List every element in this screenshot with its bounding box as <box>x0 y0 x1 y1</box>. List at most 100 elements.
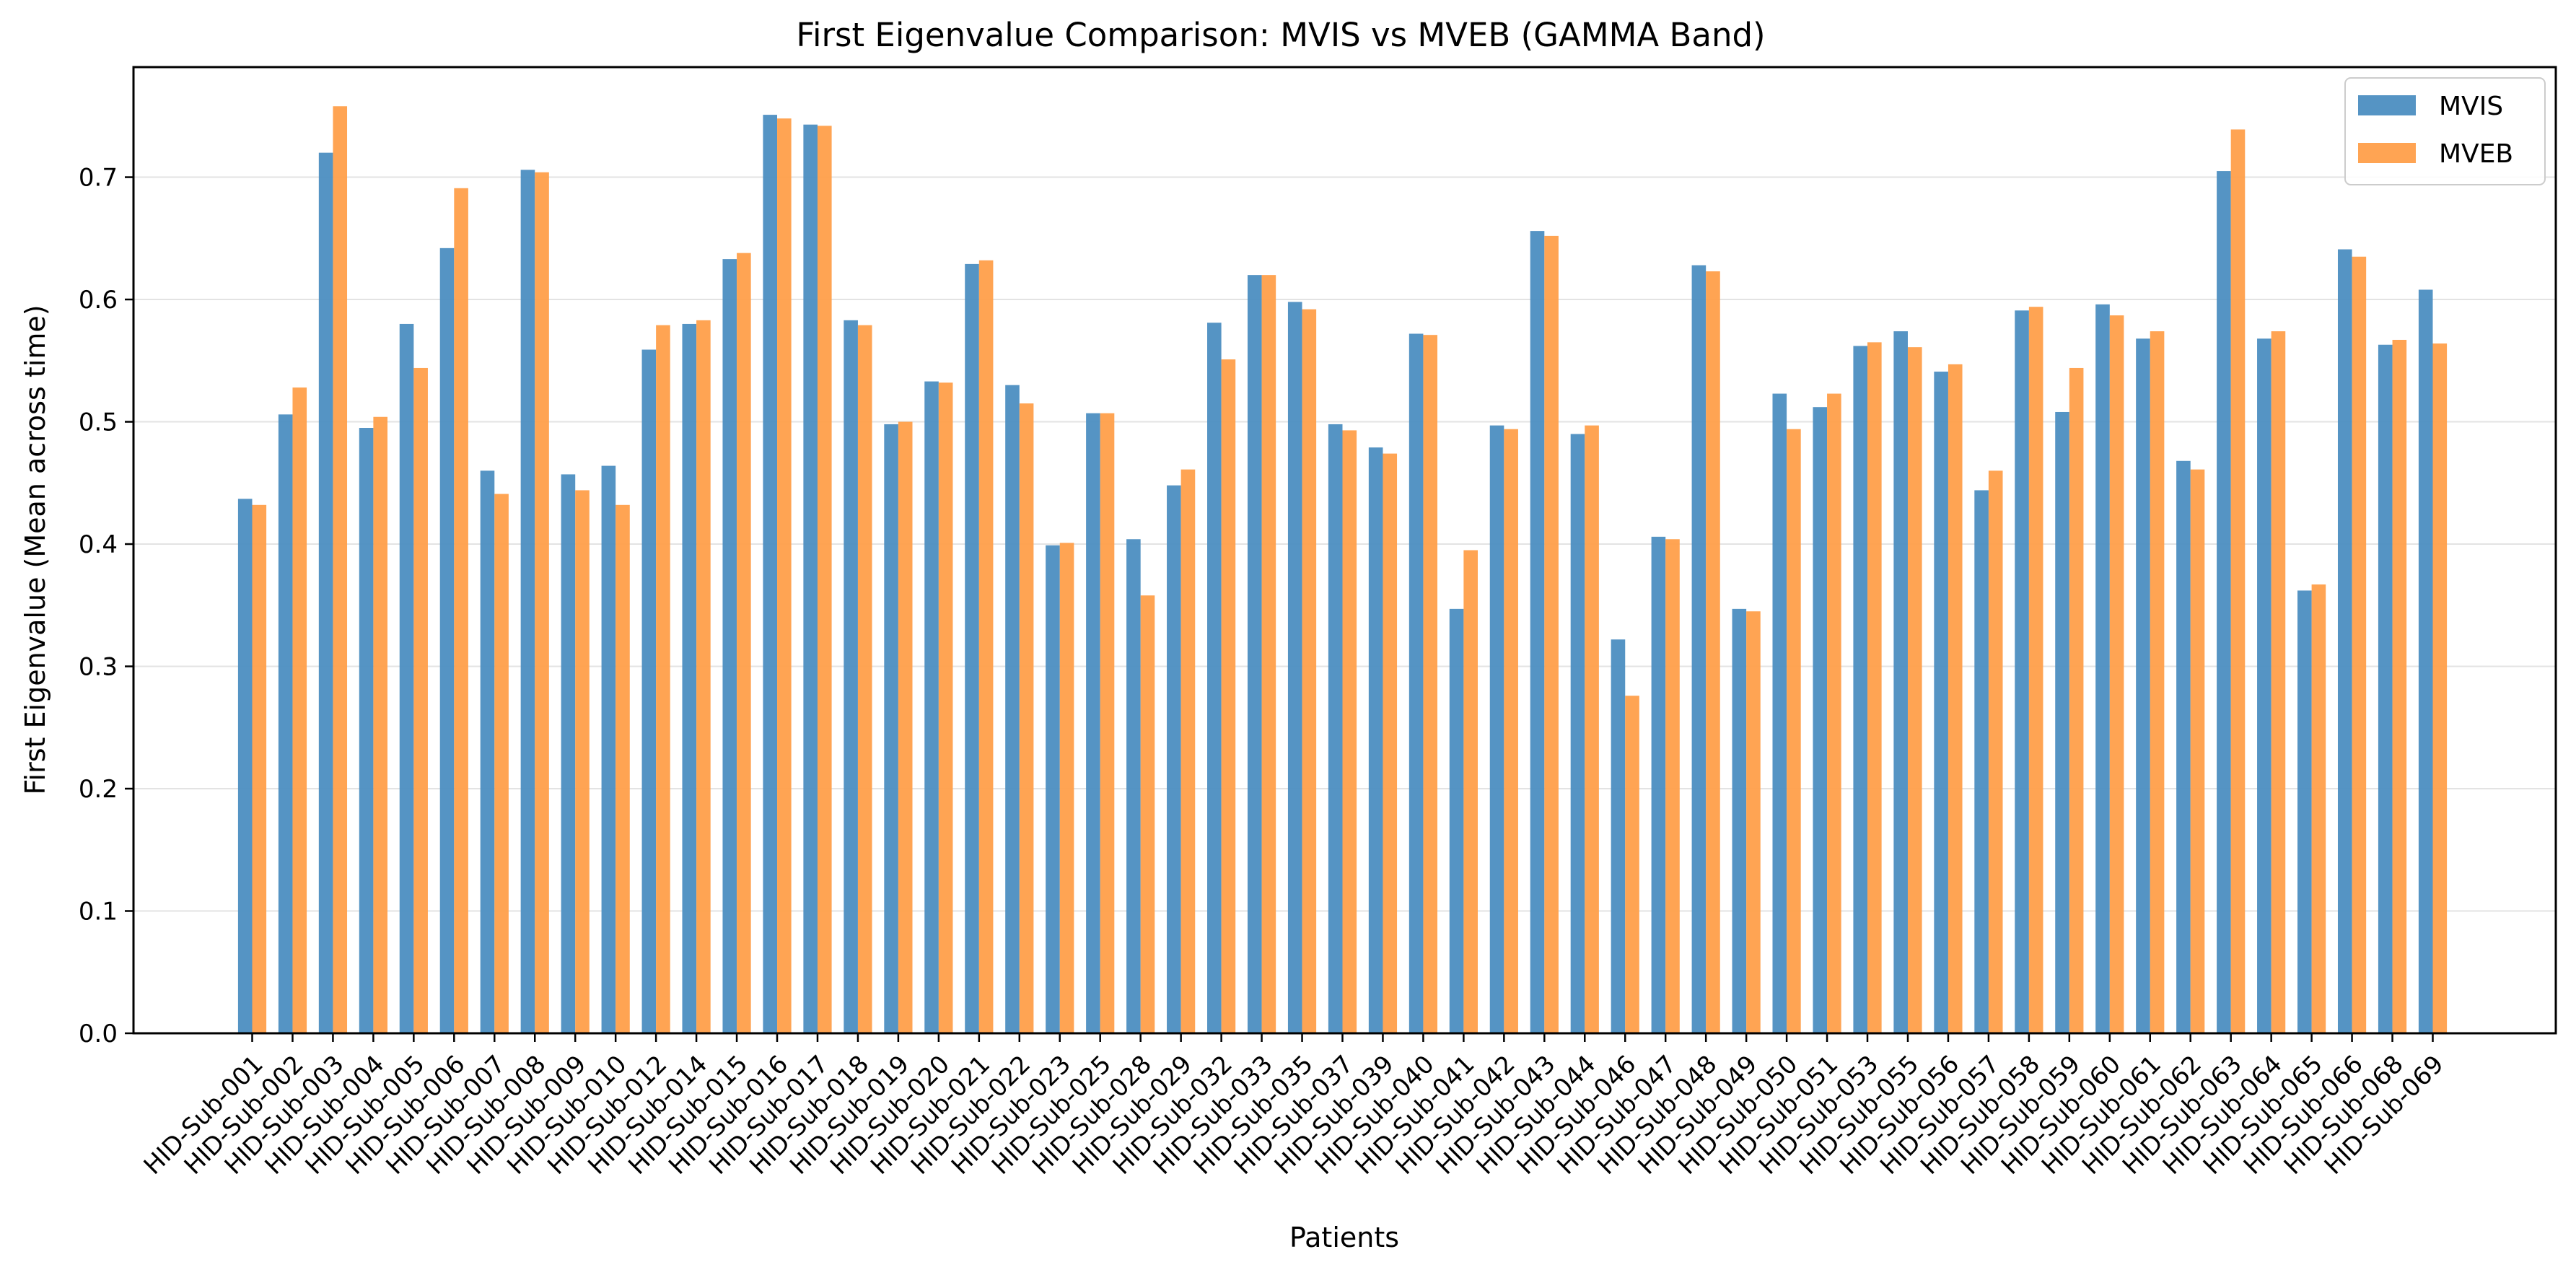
bar-mveb <box>1827 393 1841 1033</box>
y-tick-label: 0.6 <box>79 286 118 315</box>
bar-mveb <box>1221 359 1236 1034</box>
bar-mvis <box>1893 331 1908 1033</box>
bar-mvis <box>2095 304 2110 1033</box>
bar-mveb <box>857 325 872 1033</box>
bar-mveb <box>292 387 307 1033</box>
bar-mvis <box>1368 447 1383 1033</box>
bar-mveb <box>535 172 549 1033</box>
y-tick-label: 0.2 <box>79 775 118 804</box>
chart-title: First Eigenvalue Comparison: MVIS vs MVE… <box>796 16 1765 54</box>
bar-mveb <box>2190 469 2205 1033</box>
bar-mveb <box>1948 364 1963 1033</box>
bar-mvis <box>1570 434 1585 1033</box>
bar-mvis <box>399 323 414 1033</box>
bar-mveb <box>1706 271 1720 1033</box>
bar-mveb <box>817 126 832 1034</box>
legend-swatch-mveb <box>2358 143 2416 163</box>
bar-mvis <box>1207 323 1222 1033</box>
bar-mveb <box>1180 469 1196 1033</box>
legend-swatch-mvis <box>2358 95 2416 115</box>
bar-mvis <box>682 323 697 1033</box>
bar-mvis <box>641 349 657 1033</box>
bar-mveb <box>2069 367 2084 1033</box>
bar-mveb <box>978 260 994 1033</box>
bar-mveb <box>1059 543 1074 1033</box>
bar-mveb <box>1302 309 1317 1034</box>
bar-mveb <box>575 490 590 1033</box>
bar-mvis <box>763 115 778 1034</box>
y-tick-label: 0.4 <box>79 530 118 559</box>
bar-mvis <box>924 381 939 1033</box>
bar-mveb <box>898 421 913 1033</box>
bar-mveb <box>333 106 348 1034</box>
bar-mveb <box>2028 307 2043 1034</box>
bar-mvis <box>1449 608 1464 1033</box>
bar-mvis <box>2418 289 2433 1034</box>
bar-mveb <box>1100 413 1115 1033</box>
bar-mvis <box>1651 536 1666 1033</box>
bar-mveb <box>1746 611 1761 1033</box>
bar-mvis <box>1611 639 1626 1033</box>
bar-mveb <box>1625 696 1639 1033</box>
bar-mvis <box>884 424 898 1033</box>
bar-mvis <box>1813 407 1828 1033</box>
bar-mvis <box>2257 338 2271 1033</box>
bar-mvis <box>1167 485 1181 1033</box>
bar-mveb <box>1585 425 1599 1033</box>
bar-mveb <box>1140 595 1155 1033</box>
bar-mvis <box>1934 372 1948 1033</box>
bar-mvis <box>2176 460 2191 1033</box>
y-axis-title: First Eigenvalue (Mean across time) <box>19 304 51 794</box>
bar-mvis <box>722 259 737 1033</box>
legend: MVIS MVEB <box>2344 77 2546 185</box>
bar-mvis <box>1287 302 1302 1033</box>
bar-mveb <box>1423 335 1438 1033</box>
bar-mveb <box>1383 453 1398 1033</box>
bar-mveb <box>1988 470 2003 1033</box>
bar-mveb <box>1463 550 1478 1033</box>
bar-mveb <box>2109 315 2124 1033</box>
bar-mveb <box>252 504 267 1033</box>
bar-mvis <box>965 263 979 1033</box>
bar-mveb <box>1342 430 1357 1033</box>
bar-mveb <box>2392 339 2407 1034</box>
bar-mveb <box>1907 347 1922 1033</box>
bar-mvis <box>1974 490 1989 1033</box>
bar-mvis <box>844 320 858 1034</box>
bar-mvis <box>1409 333 1424 1033</box>
legend-label-mvis: MVIS <box>2439 92 2503 121</box>
bar-mveb <box>1019 403 1034 1033</box>
bar-mvis <box>318 152 333 1033</box>
bar-mveb <box>454 188 468 1033</box>
bar-mvis <box>561 474 576 1033</box>
bar-mvis <box>1489 425 1504 1033</box>
bar-mvis <box>1530 231 1545 1033</box>
bar-mveb <box>1665 539 1680 1033</box>
plot-area-frame <box>132 66 2557 1035</box>
bar-mvis <box>2378 344 2393 1033</box>
bar-mvis <box>278 414 293 1033</box>
bar-mveb <box>696 320 711 1034</box>
bar-mvis <box>1772 393 1787 1033</box>
bar-mvis <box>520 170 535 1033</box>
bar-mveb <box>2271 331 2286 1033</box>
bar-mveb <box>2352 256 2367 1034</box>
bar-mvis <box>2297 590 2312 1033</box>
y-tick-label: 0.0 <box>79 1020 118 1048</box>
bar-mvis <box>1126 539 1141 1033</box>
y-tick-label: 0.1 <box>79 898 118 926</box>
x-axis: HID-Sub-001HID-Sub-002HID-Sub-003HID-Sub… <box>139 1033 2450 1180</box>
bar-mvis <box>803 124 818 1033</box>
bar-mvis <box>1732 608 1747 1033</box>
y-tick-label: 0.7 <box>79 164 118 193</box>
bar-mvis <box>1691 265 1707 1034</box>
bar-mveb <box>615 504 630 1033</box>
bar-mveb <box>737 253 751 1033</box>
bar-mvis <box>1005 385 1020 1033</box>
bar-mvis <box>480 470 495 1033</box>
bar-mveb <box>1504 429 1518 1033</box>
bars <box>237 106 2448 1034</box>
bar-mvis <box>237 499 253 1033</box>
